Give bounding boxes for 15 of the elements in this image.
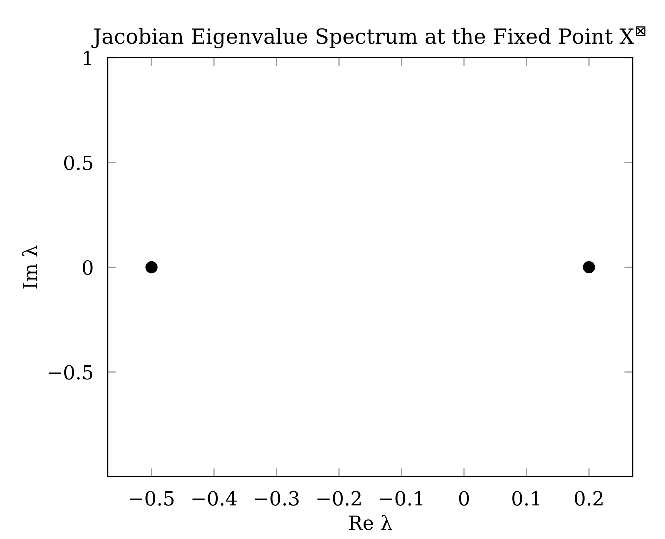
y-tick-label: 0 xyxy=(83,260,93,276)
y-tick-label: 0.5 xyxy=(64,156,93,170)
y-tick-label: 1 xyxy=(84,50,92,66)
x-tick-label: 0 xyxy=(459,491,470,506)
x-tick-label: −0.2 xyxy=(318,491,361,506)
x-tick-label: −0.3 xyxy=(255,491,299,506)
x-tick-label: −0.4 xyxy=(192,491,237,506)
y-axis-title: Im λ xyxy=(22,246,38,289)
x-tick-label: −0.5 xyxy=(130,491,174,506)
chart-title: Jacobian Eigenvalue Spectrum at the Fixed Point X$^{⊠}$ xyxy=(92,26,646,49)
x-tick-label: 0.2 xyxy=(575,491,603,506)
y-tick-label: −0.5 xyxy=(48,365,93,380)
x-axis-title: Re λ xyxy=(349,515,392,530)
x-tick-label: 0.1 xyxy=(512,491,540,506)
x-tick-label: −0.1 xyxy=(380,491,423,506)
